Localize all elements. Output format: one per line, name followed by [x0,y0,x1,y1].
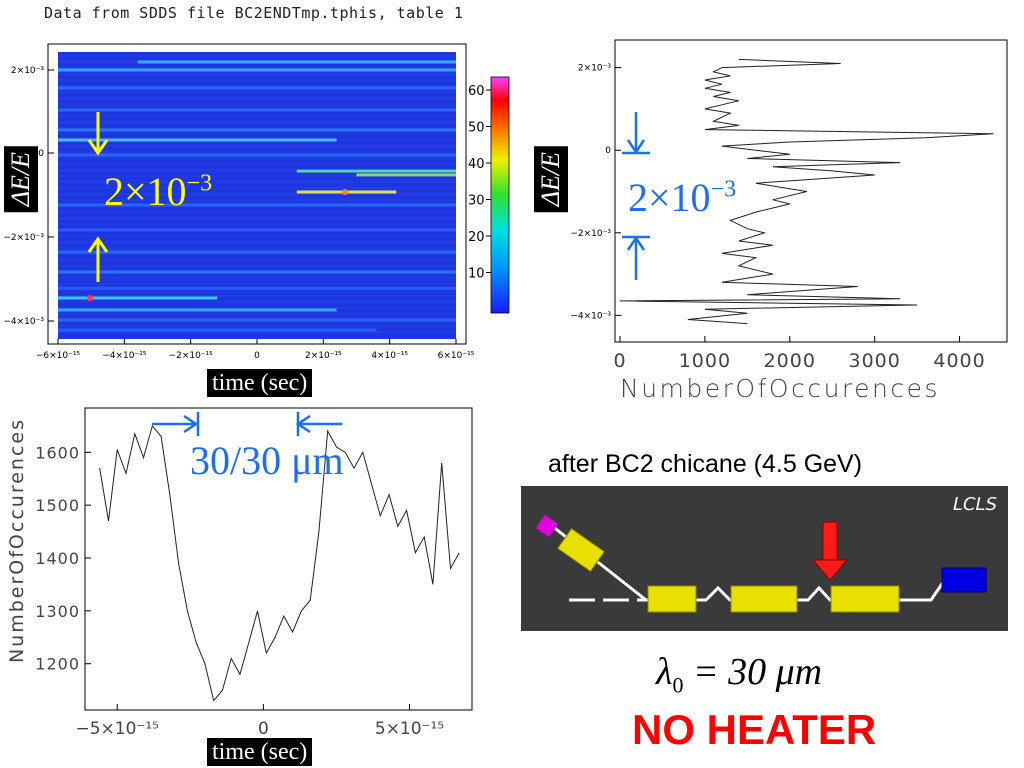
projection-xtick-label: 3000 [848,350,900,372]
beamline-title: after BC2 chicane (4.5 GeV) [548,450,863,478]
heatmap-ytick-label: −2×10⁻³ [3,233,44,243]
heatmap-xtick-label: 2×10⁻¹⁵ [305,351,342,361]
projection-ylabel: ΔE/E [534,146,568,213]
projection-axes: 0 1000 2000 3000 4000 2×10⁻³ 0 −2×10⁻³ −4×10⁻³ [570,64,985,372]
projection-ytick-label: 0 [605,146,611,156]
profile-frame [84,407,473,711]
heatmap-xtick-label: −4×10⁻¹⁵ [102,351,147,361]
blue-block [941,567,987,593]
heatmap-streak [356,173,456,177]
heatmap-streaks [58,55,456,333]
colorbar-ticks: 60 50 40 30 20 10 [468,84,491,282]
heatmap-streak [58,296,218,300]
heatmap-streak [58,153,456,157]
lambda-equation: λ0 = 30 μm [656,651,823,698]
heatmap-hotspot [342,189,348,195]
projection-series-line [619,58,994,325]
heatmap-plot-area [58,52,456,339]
profile-xlabel: time (sec) [207,738,313,766]
profile-ytick-label: 1200 [35,655,80,674]
heatmap-streak [58,68,456,72]
heatmap-xtick-label: −2×10⁻¹⁵ [169,351,214,361]
profile-series-line [99,424,460,702]
heatmap-streak [58,250,456,254]
blue-arrow-right-icon [152,412,200,436]
projection-xlabel: NumberOfOccurences [620,374,941,403]
heatmap-ytick-label: −4×10⁻³ [3,317,44,327]
magnet-2 [730,585,798,613]
profile-ylabel: NumberOfOccurences [6,418,28,664]
colorbar-tick-label: 10 [468,267,485,282]
heatmap-xlabel: time (sec) [207,369,313,397]
yellow-arrow-down-icon [87,112,109,156]
magnet-3 [830,585,900,613]
colorbar-tick-label: 20 [468,230,485,245]
colorbar [490,76,510,314]
profile-annotation: 30/30 μm [190,438,344,483]
heatmap-streak [58,128,456,132]
heatmap-streak [58,203,456,207]
projection-panel: 0 1000 2000 3000 4000 2×10⁻³ 0 −2×10⁻³ −4×10⁻³ [570,39,1008,372]
no-heater-label: NO HEATER [632,706,877,753]
heatmap-ytick-label: 0 [38,149,44,159]
blue-arrow-left-icon [295,412,342,436]
projection-frame [614,39,1008,343]
heatmap-xtick-label: 6×10⁻¹⁵ [438,351,475,361]
red-down-arrow-icon [811,521,849,581]
profile-ytick-label: 1300 [35,602,80,621]
heatmap-ytick-label: 2×10⁻³ [11,66,44,76]
profile-ytick-label: 1400 [35,549,80,568]
heatmap-hotspot [87,295,93,301]
projection-ytick-label: −2×10⁻³ [570,229,611,239]
projection-annotation: 2×10−3 [628,175,737,220]
projection-ytick-label: 2×10⁻³ [578,64,611,74]
profile-xtick-label: −5×10⁻¹⁵ [75,719,159,739]
profile-xtick-label: 0 [258,719,269,739]
projection-xtick-label: 2000 [764,350,816,372]
projection-xtick-label: 1000 [679,350,731,372]
beamline-path [646,576,986,602]
heatmap-panel: 60 50 40 30 20 10 −6×10⁻¹⁵ −4×10⁻¹⁵ −2×10⁻¹⁵ 0 2×… [3,43,510,361]
colorbar-tick-label: 60 [468,84,485,99]
projection-xtick-label: 4000 [933,350,985,372]
profile-axes: −5×10⁻¹⁵ 0 5×10⁻¹⁵ 1600 1500 1400 1300 1200 [35,443,444,739]
heatmap-ylabel: ΔE/E [4,146,38,213]
heatmap-xtick-label: 0 [254,351,260,361]
profile-ytick-label: 1600 [35,443,80,462]
heatmap-streak [58,86,456,90]
profile-ytick-label: 1500 [35,496,80,515]
projection-ytick-label: −4×10⁻³ [570,311,611,321]
heatmap-streak [58,286,456,290]
magnet-1 [647,585,697,613]
yellow-arrow-up-icon [87,236,109,282]
heatmap-streak [296,169,456,173]
heatmap-xtick-label: 4×10⁻¹⁵ [371,351,408,361]
lcls-tag: LCLS [953,494,997,515]
beamline-diagram: LCLS [521,486,1008,631]
colorbar-tick-label: 50 [468,121,485,136]
projection-xtick-label: 0 [613,350,626,372]
blue-arrow-up-icon [622,235,650,280]
colorbar-tick-label: 40 [468,157,485,172]
profile-panel: −5×10⁻¹⁵ 0 5×10⁻¹⁵ 1600 1500 1400 1300 1200 [35,407,473,739]
angled-magnet [557,528,605,572]
heatmap-annotation: 2×10−3 [104,169,213,214]
magenta-block [535,514,559,538]
heatmap-streak [58,328,377,332]
blue-arrow-down-icon [622,112,650,155]
heatmap-streak [58,308,337,312]
profile-xtick-label: 5×10⁻¹⁵ [375,719,444,739]
file-title: Data from SDDS file BC2ENDTmp.tphis, tab… [44,4,464,22]
heatmap-axes: −6×10⁻¹⁵ −4×10⁻¹⁵ −2×10⁻¹⁵ 0 2×10⁻¹⁵ 4×10⁻¹⁵ 6… [3,66,474,361]
colorbar-tick-label: 30 [468,194,485,209]
heatmap-xtick-label: −6×10⁻¹⁵ [36,351,81,361]
